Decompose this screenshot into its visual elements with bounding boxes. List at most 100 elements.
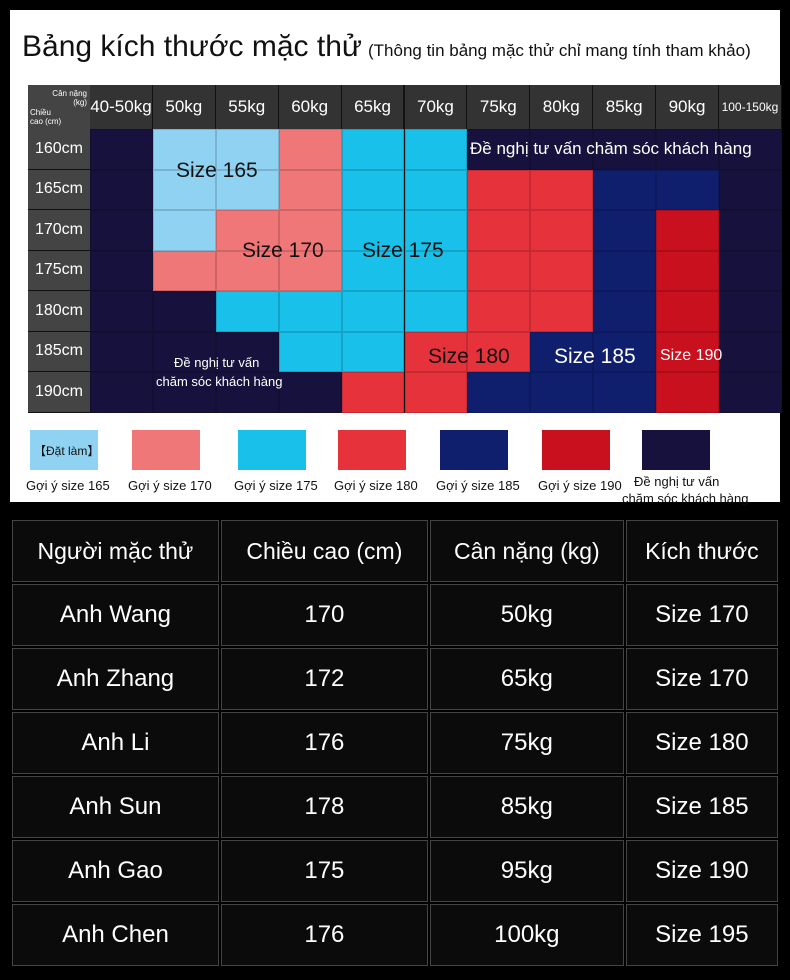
col-header-height: Chiều cao (cm) [220, 520, 428, 582]
weight-header: 100-150kg [719, 85, 782, 129]
table-cell: Size 185 [625, 776, 778, 838]
size-cell [656, 210, 719, 251]
weight-header: 40-50kg [90, 85, 153, 129]
table-cell: Size 180 [625, 712, 778, 774]
table-cell: 170 [220, 584, 428, 646]
legend-item: Gợi ý size 180 [334, 430, 418, 493]
size-cell [152, 210, 216, 251]
legend-tag: 【Đặt làm】 [34, 444, 100, 458]
size-cell [152, 250, 216, 291]
size-cell [404, 250, 468, 291]
size-cell [530, 372, 594, 413]
legend-label: Gợi ý size 190 [538, 478, 622, 493]
size-cell [215, 331, 279, 372]
size-cell [719, 372, 782, 413]
size-cell [341, 372, 405, 413]
col-header-size: Kích thước [625, 520, 778, 582]
legend-swatch [30, 430, 98, 470]
legend-swatch [338, 430, 406, 470]
size-cell [215, 129, 279, 170]
size-cell [215, 372, 279, 413]
size-cell [152, 331, 216, 372]
size-zone-label: Size 185 [554, 345, 636, 368]
table-row: Anh Wang 170 50kg Size 170 [12, 584, 778, 646]
table-header-row: Người mặc thử Chiều cao (cm) Cân nặng (k… [12, 520, 778, 582]
size-cell [530, 331, 594, 372]
size-zone-label: Size 190 [660, 347, 723, 364]
table-cell: 172 [220, 648, 428, 710]
legend-swatch [642, 430, 710, 470]
table-cell: 176 [220, 904, 428, 966]
weight-header: 90kg [656, 85, 719, 129]
size-cell [90, 210, 153, 251]
size-zone-label: Đề nghị tư vấn [174, 355, 260, 370]
weight-header: 85kg [593, 85, 657, 129]
legend-label: Gợi ý size 165 [26, 478, 110, 493]
weight-header: 65kg [341, 85, 405, 129]
size-cell [152, 372, 216, 413]
size-cell [719, 210, 782, 251]
size-cell [278, 331, 342, 372]
size-cell [467, 250, 531, 291]
size-cell [341, 331, 405, 372]
size-cell [719, 291, 782, 332]
height-header: 185cm [28, 331, 90, 372]
size-cell [530, 250, 594, 291]
weight-header: 80kg [530, 85, 594, 129]
size-cell [404, 331, 468, 372]
legend-item: Gợi ý size 185 [436, 430, 520, 493]
corner-height-label: Chiều cao (cm) [30, 108, 62, 126]
size-cell [341, 129, 405, 170]
size-cell [90, 129, 153, 170]
legend-item: 【Đặt làm】 Gợi ý size 165 [26, 430, 110, 493]
height-header: 190cm [28, 372, 90, 413]
size-cell [467, 129, 531, 170]
legend-item: Đề nghị tư vấn chăm sóc khách hàng [622, 430, 748, 506]
legend-label: Gợi ý size 170 [128, 478, 212, 493]
legend-label: Đề nghị tư vấn [634, 474, 720, 489]
size-cell [593, 331, 657, 372]
table-cell: Anh Gao [12, 840, 219, 902]
size-cell [593, 210, 657, 251]
size-cell [215, 210, 279, 251]
weight-header: 55kg [215, 85, 279, 129]
table-cell: 175 [220, 840, 428, 902]
size-cell [90, 372, 153, 413]
size-zone-label: Đề nghị tư vấn chăm sóc khách hàng [470, 139, 752, 158]
legend-label: Gợi ý size 180 [334, 478, 418, 493]
weight-header: 70kg [404, 85, 468, 129]
table-cell: 75kg [429, 712, 624, 774]
size-cell [467, 331, 531, 372]
size-cell [593, 372, 657, 413]
table-cell: Size 170 [625, 648, 778, 710]
size-cell [530, 210, 594, 251]
table-row: Anh Li 176 75kg Size 180 [12, 712, 778, 774]
height-header: 170cm [28, 210, 90, 251]
size-cell [656, 331, 719, 372]
size-cell [593, 129, 657, 170]
size-cell [341, 250, 405, 291]
size-cell [656, 169, 719, 210]
size-cell [278, 250, 342, 291]
size-cell [278, 291, 342, 332]
size-cell [341, 169, 405, 210]
table-row: Anh Zhang 172 65kg Size 170 [12, 648, 778, 710]
size-cell [656, 372, 719, 413]
table-row: Anh Sun 178 85kg Size 185 [12, 776, 778, 838]
size-cell [404, 291, 468, 332]
table-cell: 176 [220, 712, 428, 774]
grid-corner: Cân nặng (kg) Chiều cao (cm) [28, 85, 90, 129]
table-cell: Anh Li [12, 712, 219, 774]
size-cell [467, 169, 531, 210]
table-cell: 65kg [429, 648, 624, 710]
table-cell: Anh Chen [12, 904, 219, 966]
size-chart-panel: Bảng kích thước mặc thử (Thông tin bảng m… [10, 10, 782, 506]
legend-label: Gợi ý size 185 [436, 478, 520, 493]
size-cell [656, 291, 719, 332]
size-cell [719, 250, 782, 291]
legend-label: Gợi ý size 175 [234, 478, 318, 493]
size-cell [215, 169, 279, 210]
size-cell [656, 129, 719, 170]
size-cell [593, 250, 657, 291]
col-header-weight: Cân nặng (kg) [429, 520, 624, 582]
